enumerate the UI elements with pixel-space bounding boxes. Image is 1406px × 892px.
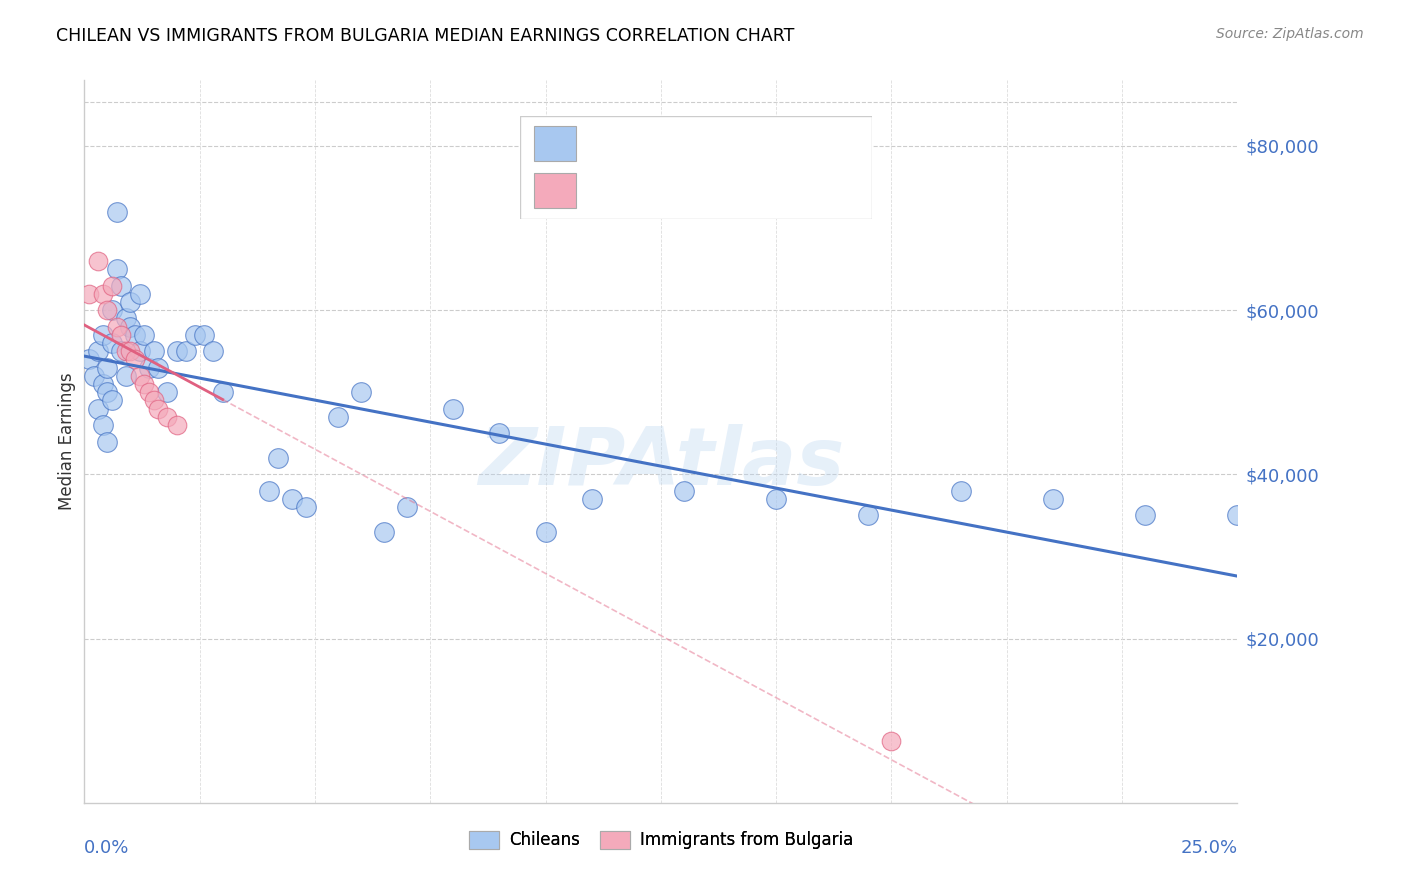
Point bbox=[138, 385, 160, 400]
Point bbox=[96, 360, 118, 375]
Point bbox=[120, 295, 142, 310]
Point bbox=[211, 385, 233, 400]
Point bbox=[77, 352, 100, 367]
Point bbox=[396, 500, 419, 515]
Text: -0.406: -0.406 bbox=[640, 134, 703, 153]
Point bbox=[257, 483, 280, 498]
Point bbox=[77, 286, 100, 301]
Text: 18: 18 bbox=[794, 181, 820, 200]
Point bbox=[110, 327, 132, 342]
Point bbox=[146, 360, 169, 375]
Point bbox=[115, 344, 138, 359]
Point bbox=[202, 344, 225, 359]
Text: R =: R = bbox=[595, 134, 637, 153]
Point bbox=[128, 368, 150, 383]
Point bbox=[87, 253, 110, 268]
Point bbox=[1042, 491, 1064, 506]
Point bbox=[581, 491, 603, 506]
Text: Source: ZipAtlas.com: Source: ZipAtlas.com bbox=[1216, 27, 1364, 41]
Point bbox=[96, 385, 118, 400]
Point bbox=[96, 303, 118, 318]
Point bbox=[124, 327, 146, 342]
Point bbox=[156, 409, 179, 424]
Point bbox=[105, 319, 128, 334]
Point bbox=[115, 311, 138, 326]
Point bbox=[166, 418, 188, 433]
Text: -0.302: -0.302 bbox=[640, 181, 703, 200]
Point bbox=[101, 303, 124, 318]
Point bbox=[949, 483, 972, 498]
Point bbox=[142, 344, 165, 359]
Point bbox=[134, 377, 156, 392]
Text: CHILEAN VS IMMIGRANTS FROM BULGARIA MEDIAN EARNINGS CORRELATION CHART: CHILEAN VS IMMIGRANTS FROM BULGARIA MEDI… bbox=[56, 27, 794, 45]
Text: 25.0%: 25.0% bbox=[1180, 838, 1237, 857]
Text: 0.0%: 0.0% bbox=[84, 838, 129, 857]
Point bbox=[91, 377, 114, 392]
Text: R =: R = bbox=[595, 181, 637, 200]
Point bbox=[146, 401, 169, 416]
Point bbox=[138, 360, 160, 375]
Point bbox=[120, 319, 142, 334]
Text: N =: N = bbox=[749, 134, 792, 153]
Point bbox=[96, 434, 118, 449]
Point bbox=[534, 524, 557, 539]
Point bbox=[166, 344, 188, 359]
Legend: Chileans, Immigrants from Bulgaria: Chileans, Immigrants from Bulgaria bbox=[463, 824, 859, 856]
Point bbox=[488, 426, 510, 441]
Point bbox=[672, 483, 695, 498]
Point bbox=[128, 286, 150, 301]
Point bbox=[441, 401, 464, 416]
Point bbox=[120, 344, 142, 359]
FancyBboxPatch shape bbox=[534, 173, 576, 208]
Point bbox=[101, 336, 124, 351]
Point bbox=[174, 344, 197, 359]
Y-axis label: Median Earnings: Median Earnings bbox=[58, 373, 76, 510]
Point bbox=[87, 401, 110, 416]
Point bbox=[128, 344, 150, 359]
Point bbox=[765, 491, 787, 506]
Point bbox=[880, 734, 903, 748]
Point bbox=[83, 368, 105, 383]
Point bbox=[350, 385, 373, 400]
Point bbox=[326, 409, 349, 424]
Point bbox=[184, 327, 207, 342]
Point bbox=[101, 278, 124, 293]
Point bbox=[91, 327, 114, 342]
Point bbox=[858, 508, 880, 523]
Point bbox=[105, 262, 128, 277]
Point bbox=[110, 278, 132, 293]
Point bbox=[142, 393, 165, 408]
Point bbox=[105, 204, 128, 219]
Point bbox=[373, 524, 395, 539]
Point bbox=[91, 286, 114, 301]
Point bbox=[134, 327, 156, 342]
Point bbox=[115, 368, 138, 383]
Point bbox=[193, 327, 215, 342]
Point bbox=[156, 385, 179, 400]
Text: N =: N = bbox=[749, 181, 792, 200]
FancyBboxPatch shape bbox=[534, 127, 576, 161]
FancyBboxPatch shape bbox=[520, 116, 872, 219]
Text: ZIPAtlas: ZIPAtlas bbox=[478, 425, 844, 502]
Point bbox=[124, 352, 146, 367]
Point bbox=[294, 500, 316, 515]
Point bbox=[267, 450, 290, 465]
Point bbox=[1226, 508, 1249, 523]
Text: 54: 54 bbox=[794, 134, 820, 153]
Point bbox=[87, 344, 110, 359]
Point bbox=[1133, 508, 1156, 523]
Point bbox=[101, 393, 124, 408]
Point bbox=[110, 344, 132, 359]
Point bbox=[281, 491, 304, 506]
Point bbox=[91, 418, 114, 433]
